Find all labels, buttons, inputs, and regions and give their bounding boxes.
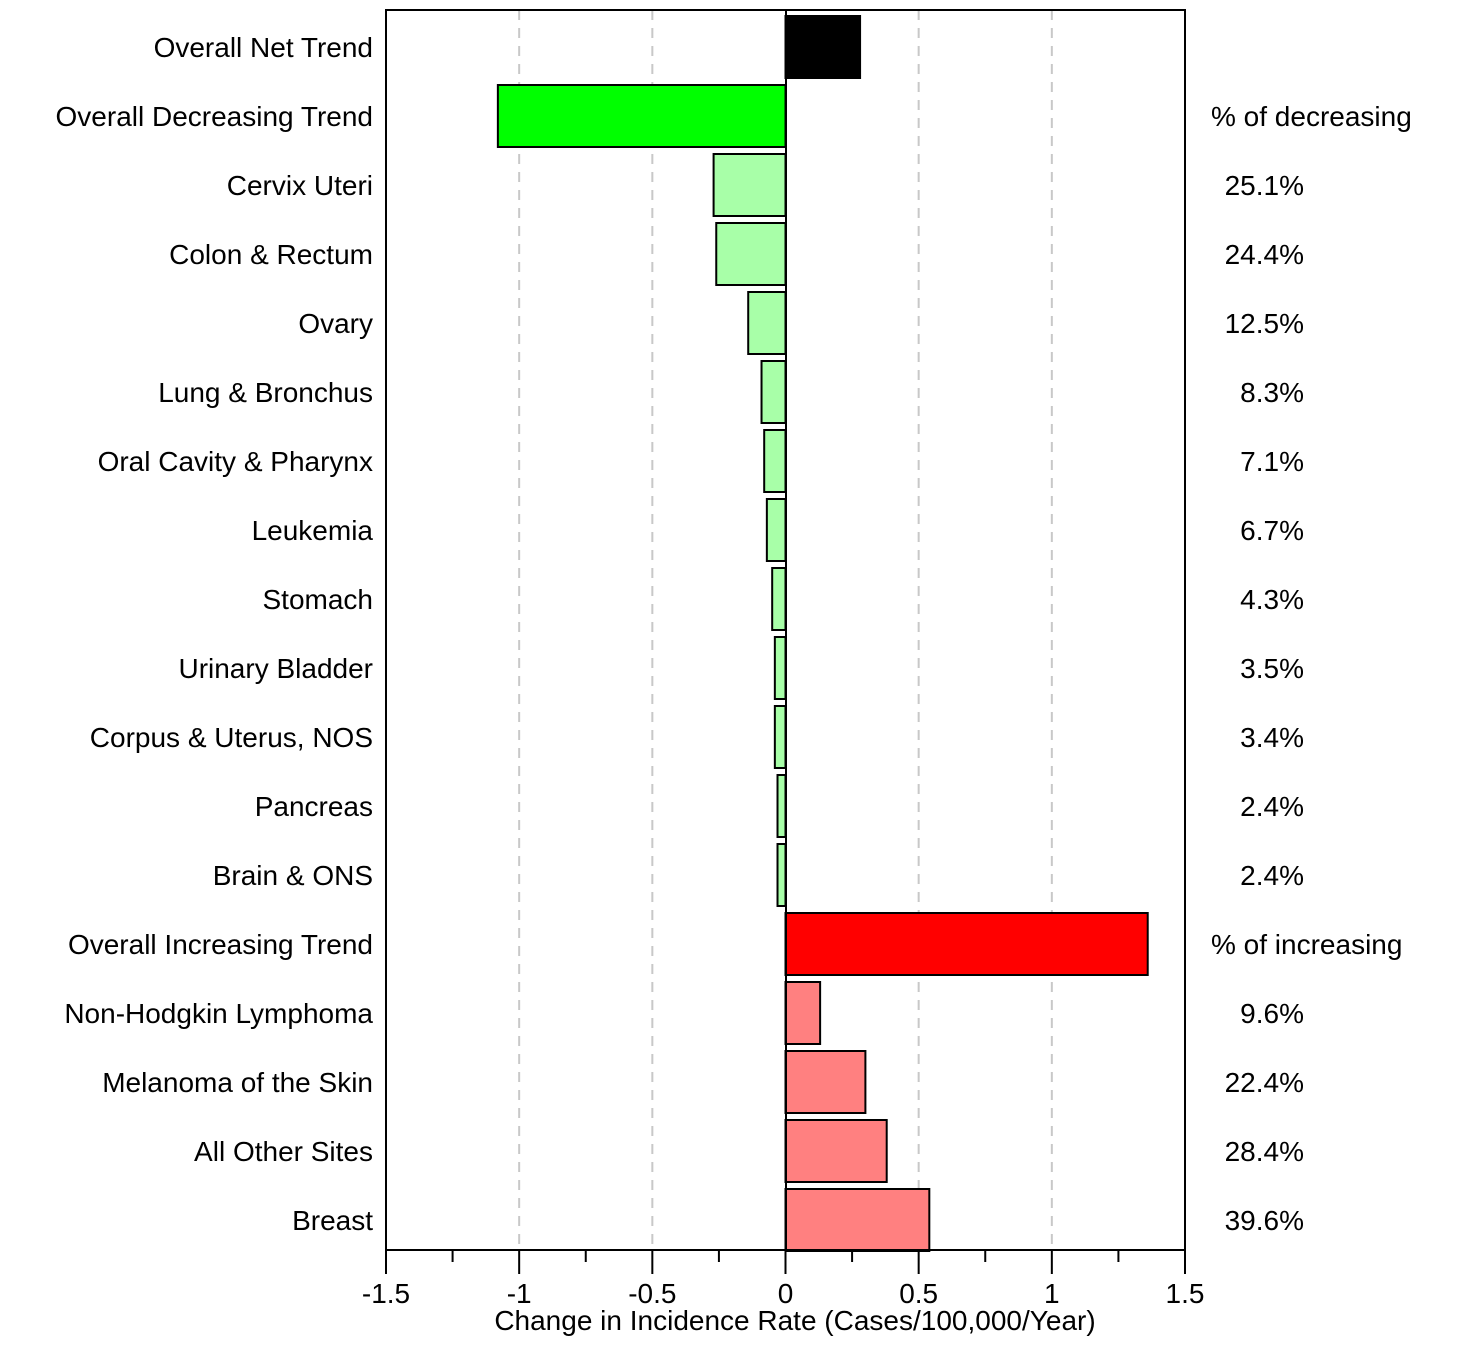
category-label-13: Overall Increasing Trend	[68, 929, 373, 960]
category-label-14: Non-Hodgkin Lymphoma	[64, 998, 373, 1029]
bar-1	[496, 84, 787, 148]
gridlines	[518, 10, 1053, 1250]
percent-label-7: 6.7%	[1240, 515, 1304, 546]
bar-4	[747, 291, 787, 355]
percent-label-15: 22.4%	[1225, 1067, 1304, 1098]
bar-8	[771, 567, 787, 631]
x-tick-label-2: -0.5	[628, 1278, 676, 1309]
category-label-5: Lung & Bronchus	[158, 377, 373, 408]
percent-label-5: 8.3%	[1240, 377, 1304, 408]
bar-6	[763, 429, 787, 493]
bar-7	[765, 498, 787, 562]
percent-label-2: 25.1%	[1225, 170, 1304, 201]
category-label-2: Cervix Uteri	[227, 170, 373, 201]
bar-2	[712, 153, 787, 217]
bar-15	[784, 1050, 867, 1114]
percent-label-3: 24.4%	[1225, 239, 1304, 270]
percent-label-14: 9.6%	[1240, 998, 1304, 1029]
category-label-6: Oral Cavity & Pharynx	[98, 446, 373, 477]
category-label-10: Corpus & Uterus, NOS	[90, 722, 373, 753]
category-label-12: Brain & ONS	[213, 860, 373, 891]
x-tick-label-3: 0	[778, 1278, 794, 1309]
bar-5	[760, 360, 787, 424]
percent-label-4: 12.5%	[1225, 308, 1304, 339]
percent-label-8: 4.3%	[1240, 584, 1304, 615]
category-label-0: Overall Net Trend	[154, 32, 373, 63]
bars	[496, 15, 1149, 1252]
percent-label-10: 3.4%	[1240, 722, 1304, 753]
bar-12	[776, 843, 787, 907]
percent-label-12: 2.4%	[1240, 860, 1304, 891]
category-label-7: Leukemia	[252, 515, 374, 546]
x-tick-label-4: 0.5	[899, 1278, 938, 1309]
category-label-8: Stomach	[263, 584, 374, 615]
percent-label-9: 3.5%	[1240, 653, 1304, 684]
bar-3	[715, 222, 787, 286]
x-tick-label-5: 1	[1044, 1278, 1060, 1309]
x-tick-label-0: -1.5	[362, 1278, 410, 1309]
category-label-3: Colon & Rectum	[169, 239, 373, 270]
category-labels: Overall Net Trend Overall Decreasing Tren…	[56, 32, 374, 1236]
category-label-16: All Other Sites	[194, 1136, 373, 1167]
bar-17	[784, 1188, 931, 1252]
x-axis-title: Change in Incidence Rate (Cases/100,000/…	[494, 1305, 1095, 1336]
x-tick-label-1: -1	[507, 1278, 532, 1309]
percent-label-11: 2.4%	[1240, 791, 1304, 822]
x-tick-label-6: 1.5	[1166, 1278, 1205, 1309]
category-label-1: Overall Decreasing Trend	[56, 101, 373, 132]
category-label-17: Breast	[292, 1205, 373, 1236]
x-ticks: -1.5 -1 -0.5 0 0.5 1 1.5	[362, 1250, 1205, 1309]
bar-10	[773, 705, 787, 769]
bar-14	[784, 981, 822, 1045]
percent-label-16: 28.4%	[1225, 1136, 1304, 1167]
bar-9	[773, 636, 787, 700]
category-label-15: Melanoma of the Skin	[102, 1067, 373, 1098]
category-label-11: Pancreas	[255, 791, 373, 822]
bar-13	[784, 912, 1149, 976]
percent-label-13: % of increasing	[1211, 929, 1402, 960]
percent-label-6: 7.1%	[1240, 446, 1304, 477]
percent-labels: % of decreasing 25.1% 24.4% 12.5% 8.3% 7.1% 6.…	[1211, 101, 1412, 1236]
percent-label-1: % of decreasing	[1211, 101, 1412, 132]
percent-label-17: 39.6%	[1225, 1205, 1304, 1236]
category-label-9: Urinary Bladder	[178, 653, 373, 684]
bar-11	[776, 774, 787, 838]
bar-0	[784, 15, 862, 79]
bar-16	[784, 1119, 888, 1183]
category-label-4: Ovary	[298, 308, 373, 339]
